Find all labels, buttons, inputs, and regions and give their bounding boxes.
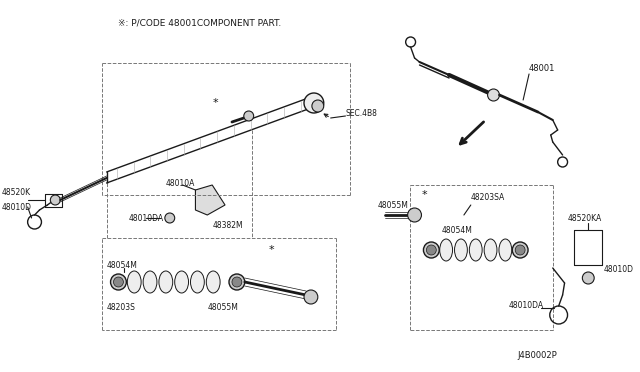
Text: 48203SA: 48203SA: [471, 192, 505, 202]
Circle shape: [512, 242, 528, 258]
Text: 48010D: 48010D: [2, 202, 32, 212]
Text: 48382M: 48382M: [212, 221, 243, 230]
Circle shape: [424, 242, 439, 258]
Text: 48010DA: 48010DA: [508, 301, 543, 310]
Circle shape: [51, 195, 60, 205]
Text: 48520KA: 48520KA: [568, 214, 602, 222]
Circle shape: [111, 274, 126, 290]
Circle shape: [408, 208, 422, 222]
Ellipse shape: [175, 271, 189, 293]
Ellipse shape: [159, 271, 173, 293]
Text: ※: P/CODE 48001COMPONENT PART.: ※: P/CODE 48001COMPONENT PART.: [118, 18, 282, 27]
Text: 48054M: 48054M: [107, 260, 138, 269]
Circle shape: [304, 290, 318, 304]
Ellipse shape: [499, 239, 512, 261]
Text: 48010A: 48010A: [166, 179, 195, 187]
Text: SEC.4B8: SEC.4B8: [346, 109, 378, 118]
Text: 48055M: 48055M: [207, 304, 238, 312]
Ellipse shape: [484, 239, 497, 261]
Ellipse shape: [454, 239, 467, 261]
Text: 48520K: 48520K: [2, 187, 31, 196]
Circle shape: [426, 245, 436, 255]
Text: J4B0002P: J4B0002P: [517, 351, 557, 360]
Ellipse shape: [191, 271, 204, 293]
Text: 48203S: 48203S: [107, 304, 136, 312]
Text: *: *: [422, 190, 428, 200]
Ellipse shape: [440, 239, 452, 261]
Text: *: *: [269, 245, 275, 255]
Ellipse shape: [127, 271, 141, 293]
Circle shape: [165, 213, 175, 223]
Circle shape: [582, 272, 594, 284]
Circle shape: [488, 89, 499, 101]
Circle shape: [312, 100, 324, 112]
Ellipse shape: [469, 239, 482, 261]
Circle shape: [113, 277, 124, 287]
Text: 48010D: 48010D: [604, 266, 634, 275]
Circle shape: [515, 245, 525, 255]
Text: *: *: [212, 98, 218, 108]
Polygon shape: [195, 185, 225, 215]
Ellipse shape: [206, 271, 220, 293]
Text: 48054M: 48054M: [441, 225, 472, 234]
Ellipse shape: [143, 271, 157, 293]
Circle shape: [232, 277, 242, 287]
Circle shape: [304, 93, 324, 113]
Text: 48055M: 48055M: [378, 201, 409, 209]
Text: 48010DA: 48010DA: [128, 214, 163, 222]
Text: 48001: 48001: [529, 64, 556, 73]
Circle shape: [244, 111, 253, 121]
Circle shape: [229, 274, 244, 290]
